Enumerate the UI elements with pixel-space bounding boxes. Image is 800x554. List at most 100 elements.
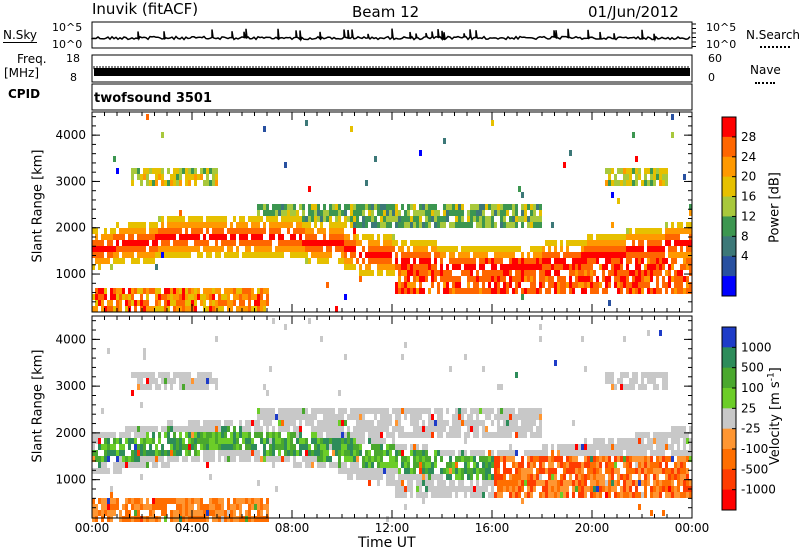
echo-cell bbox=[185, 228, 188, 234]
echo-cell bbox=[287, 408, 290, 414]
echo-cell bbox=[638, 474, 641, 480]
echo-cell bbox=[665, 222, 668, 228]
echo-cell bbox=[143, 258, 146, 264]
echo-cell bbox=[401, 252, 404, 258]
echo-cell bbox=[182, 168, 185, 174]
echo-cell bbox=[308, 462, 311, 468]
echo-cell bbox=[239, 288, 242, 294]
echo-cell bbox=[503, 468, 506, 474]
echo-cell bbox=[260, 414, 263, 420]
echo-cell bbox=[257, 306, 260, 312]
echo-cell bbox=[479, 210, 482, 216]
echo-cell bbox=[608, 300, 611, 306]
echo-cell bbox=[479, 252, 482, 258]
echo-cell bbox=[392, 426, 395, 432]
colorbar-tick-label: 8 bbox=[741, 229, 749, 243]
echo-cell bbox=[131, 390, 134, 396]
echo-cell bbox=[143, 168, 146, 174]
echo-cell bbox=[212, 246, 215, 252]
echo-cell bbox=[488, 462, 491, 468]
echo-cell bbox=[128, 294, 131, 300]
echo-cell bbox=[521, 486, 524, 492]
echo-cell bbox=[152, 462, 155, 468]
echo-cell bbox=[326, 258, 329, 264]
echo-cell bbox=[149, 504, 152, 510]
echo-cell bbox=[215, 180, 218, 186]
echo-cell bbox=[272, 216, 275, 222]
echo-cell bbox=[215, 384, 218, 390]
echo-cell bbox=[614, 276, 617, 282]
echo-cell bbox=[257, 210, 260, 216]
echo-cell bbox=[560, 264, 563, 270]
echo-cell bbox=[170, 456, 173, 462]
echo-cell bbox=[509, 246, 512, 252]
echo-cell bbox=[677, 426, 680, 432]
echo-cell bbox=[449, 222, 452, 228]
echo-cell bbox=[227, 246, 230, 252]
echo-cell bbox=[494, 474, 497, 480]
date-title: 01/Jun/2012 bbox=[588, 3, 679, 21]
echo-cell bbox=[503, 480, 506, 486]
echo-cell bbox=[494, 492, 497, 498]
echo-cell bbox=[419, 456, 422, 462]
echo-cell bbox=[668, 480, 671, 486]
echo-cell bbox=[626, 282, 629, 288]
echo-cell bbox=[104, 228, 107, 234]
echo-cell bbox=[92, 228, 95, 234]
echo-cell bbox=[584, 240, 587, 246]
echo-cell bbox=[584, 456, 587, 462]
echo-cell bbox=[530, 450, 533, 456]
echo-cell bbox=[107, 438, 110, 444]
echo-cell bbox=[242, 216, 245, 222]
echo-cell bbox=[641, 252, 644, 258]
echo-cell bbox=[125, 516, 128, 522]
echo-cell bbox=[473, 282, 476, 288]
echo-cell bbox=[620, 474, 623, 480]
echo-cell bbox=[266, 450, 269, 456]
echo-cell bbox=[458, 210, 461, 216]
echo-cell bbox=[449, 462, 452, 468]
echo-cell bbox=[503, 450, 506, 456]
echo-cell bbox=[587, 258, 590, 264]
echo-cell bbox=[305, 420, 308, 426]
echo-cell bbox=[209, 372, 212, 378]
echo-cell bbox=[422, 276, 425, 282]
echo-cell bbox=[317, 240, 320, 246]
echo-cell bbox=[311, 240, 314, 246]
echo-cell bbox=[674, 492, 677, 498]
echo-cell bbox=[431, 480, 434, 486]
echo-cell bbox=[521, 288, 524, 294]
echo-cell bbox=[461, 270, 464, 276]
echo-cell bbox=[626, 228, 629, 234]
echo-cell bbox=[224, 234, 227, 240]
echo-cell bbox=[611, 180, 614, 186]
echo-cell bbox=[125, 252, 128, 258]
echo-cell bbox=[200, 216, 203, 222]
echo-cell bbox=[371, 468, 374, 474]
echo-cell bbox=[677, 282, 680, 288]
echo-cell bbox=[320, 462, 323, 468]
echo-cell bbox=[671, 444, 674, 450]
echo-cell bbox=[389, 414, 392, 420]
echo-cell bbox=[419, 474, 422, 480]
echo-cell bbox=[299, 252, 302, 258]
echo-cell bbox=[317, 438, 320, 444]
echo-cell bbox=[425, 480, 428, 486]
echo-cell bbox=[452, 222, 455, 228]
echo-cell bbox=[212, 300, 215, 306]
echo-cell bbox=[521, 276, 524, 282]
echo-cell bbox=[251, 450, 254, 456]
echo-cell bbox=[110, 510, 113, 516]
echo-cell bbox=[413, 414, 416, 420]
echo-cell bbox=[149, 384, 152, 390]
echo-cell bbox=[617, 282, 620, 288]
echo-cell bbox=[341, 258, 344, 264]
echo-cell bbox=[125, 240, 128, 246]
echo-cell bbox=[107, 252, 110, 258]
echo-cell bbox=[167, 240, 170, 246]
echo-cell bbox=[464, 222, 467, 228]
echo-cell bbox=[641, 378, 644, 384]
echo-cell bbox=[446, 432, 449, 438]
echo-cell bbox=[509, 270, 512, 276]
echo-cell bbox=[170, 228, 173, 234]
